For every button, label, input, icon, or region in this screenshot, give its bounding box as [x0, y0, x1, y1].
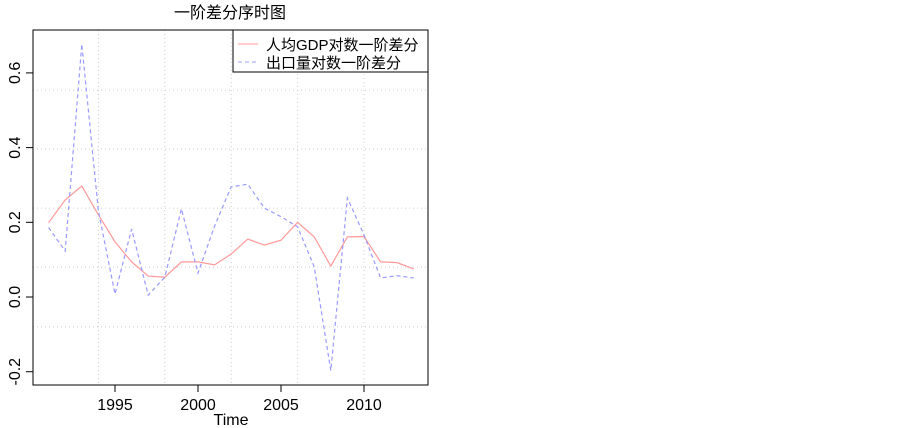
- y-tick-label: 0.6: [7, 62, 24, 84]
- grid: [33, 30, 428, 385]
- plot-frame: [32, 29, 429, 386]
- legend-label-export: 出口量对数一阶差分: [266, 55, 401, 72]
- series-lines: [48, 44, 415, 371]
- x-tick-label: 2000: [180, 397, 216, 414]
- axes: 1995 2000 2005 2010 0.6 0.4 0.2 0.0 -0.2: [7, 62, 382, 414]
- legend-label-gdp: 人均GDP对数一阶差分: [266, 37, 419, 54]
- y-tick-label: 0.2: [7, 211, 24, 233]
- y-tick-label: 0.0: [7, 286, 24, 308]
- y-tick-label: 0.4: [7, 136, 24, 158]
- y-tick-label: -0.2: [7, 358, 24, 386]
- chart-title: 一阶差分序时图: [174, 3, 286, 22]
- x-tick-label: 1995: [97, 397, 133, 414]
- series-line-0: [48, 185, 415, 278]
- x-tick-label: 2010: [346, 397, 382, 414]
- series-line-1: [48, 44, 414, 371]
- legend: 人均GDP对数一阶差分 出口量对数一阶差分: [232, 29, 429, 73]
- x-tick-label: 2005: [263, 397, 299, 414]
- x-axis-label: Time: [214, 412, 249, 428]
